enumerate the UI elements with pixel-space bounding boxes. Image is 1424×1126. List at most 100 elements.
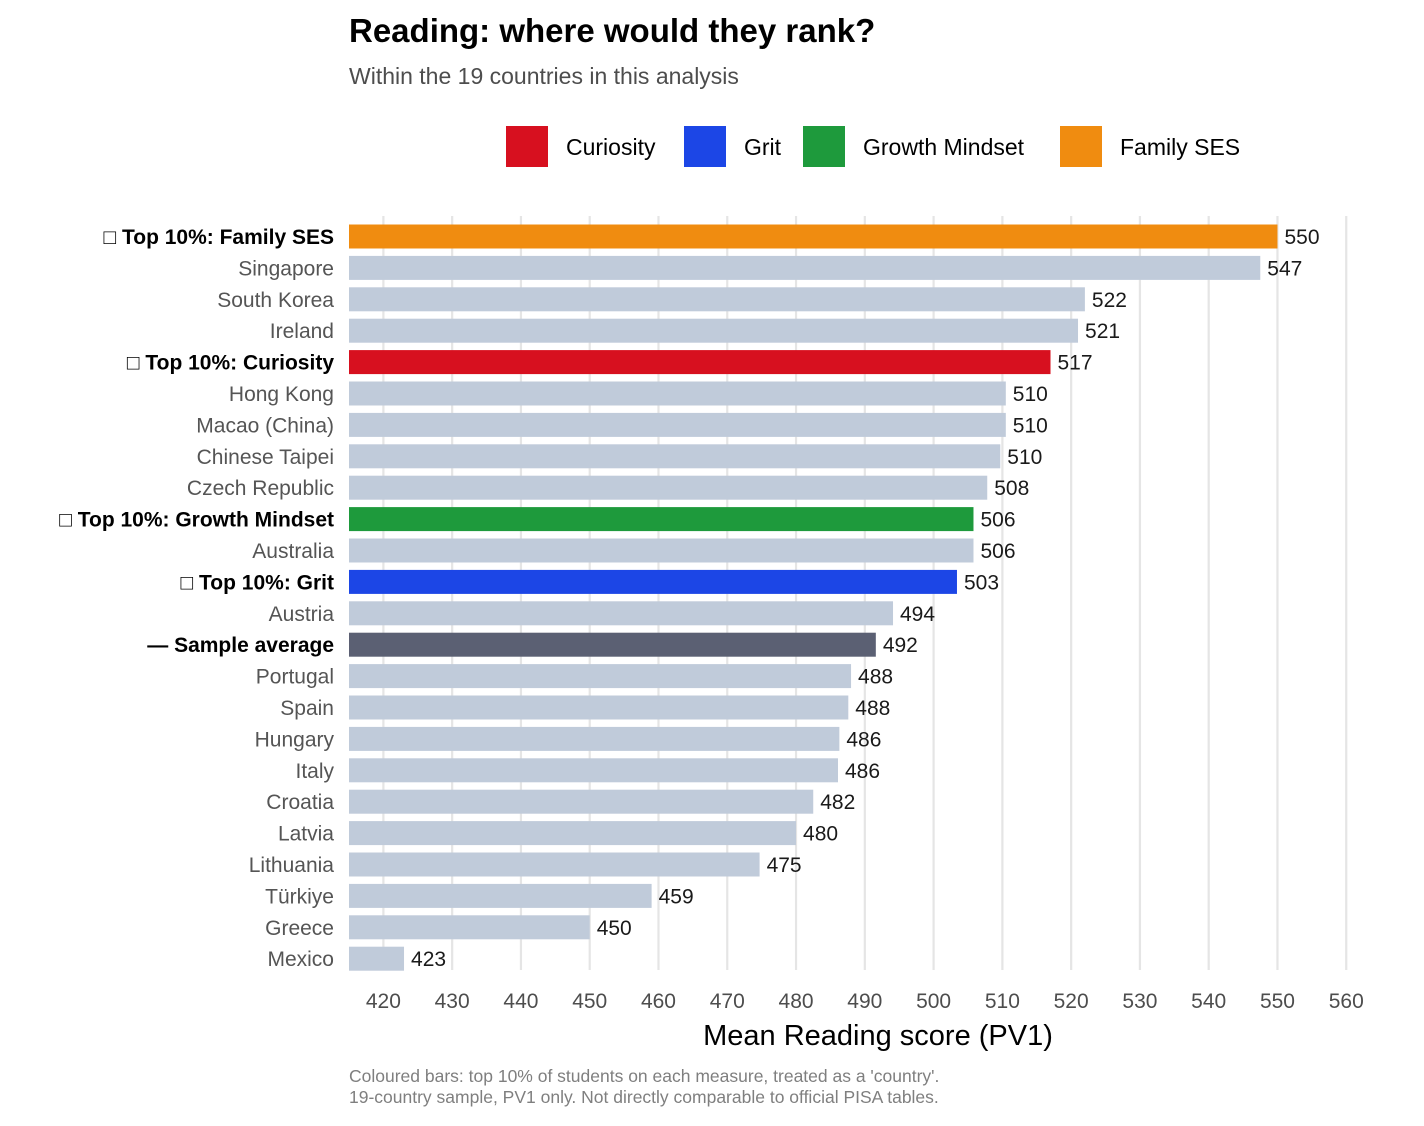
data-label: 492 <box>883 634 918 657</box>
data-label: 450 <box>597 917 632 940</box>
x-axis-ticks: 420 430 440 450 460 470 480 490 500 510 520 530 540 5… <box>366 990 1364 1013</box>
x-tick-label: 560 <box>1329 990 1364 1013</box>
legend-swatch-grit <box>684 126 726 167</box>
category-label: Türkiye <box>265 885 334 908</box>
x-tick-label: 540 <box>1191 990 1226 1013</box>
legend-label-curiosity: Curiosity <box>566 134 656 160</box>
legend-label-grit: Grit <box>744 134 782 160</box>
bar <box>349 318 1079 343</box>
bar <box>349 821 797 846</box>
bar <box>349 915 590 940</box>
x-tick-label: 460 <box>641 990 676 1013</box>
x-tick-label: 530 <box>1122 990 1157 1013</box>
bar <box>349 507 974 532</box>
legend-swatch-curiosity <box>506 126 548 167</box>
bar <box>349 695 849 720</box>
category-label: Spain <box>280 697 334 720</box>
category-label: □ Top 10%: Grit <box>181 571 334 594</box>
bar <box>349 852 760 877</box>
x-axis-label: Mean Reading score (PV1) <box>703 1020 1053 1052</box>
x-tick-label: 440 <box>503 990 538 1013</box>
data-label: 510 <box>1013 414 1048 437</box>
x-tick-label: 420 <box>366 990 401 1013</box>
bar <box>349 350 1051 375</box>
bar <box>349 601 894 626</box>
legend-label-growth-mindset: Growth Mindset <box>863 134 1025 160</box>
bar <box>349 883 652 908</box>
category-label: Italy <box>295 760 334 783</box>
category-label: Chinese Taipei <box>197 446 334 469</box>
x-tick-label: 480 <box>779 990 814 1013</box>
data-label: 486 <box>846 728 881 751</box>
data-label: 486 <box>845 760 880 783</box>
data-label: 521 <box>1085 320 1120 343</box>
x-tick-label: 520 <box>1054 990 1089 1013</box>
value-labels: 550 547 522 521 517 510 510 510 508 506 506 503 494 4… <box>411 226 1319 971</box>
data-label: 547 <box>1267 257 1302 280</box>
data-label: 459 <box>659 885 694 908</box>
data-label: 488 <box>855 697 890 720</box>
category-label: Portugal <box>256 666 334 689</box>
bar <box>349 946 405 971</box>
bar <box>349 726 840 751</box>
category-label: Latvia <box>278 823 334 846</box>
bar <box>349 381 1006 406</box>
bar <box>349 758 838 783</box>
category-label: Hong Kong <box>229 383 334 406</box>
x-tick-label: 470 <box>710 990 745 1013</box>
data-label: 510 <box>1013 383 1048 406</box>
bar <box>349 475 988 500</box>
bar <box>349 255 1261 280</box>
data-label: 488 <box>858 666 893 689</box>
category-label: Macao (China) <box>196 414 334 437</box>
bar <box>349 538 974 563</box>
legend-swatch-growth-mindset <box>803 126 845 167</box>
category-label: Lithuania <box>249 854 335 877</box>
caption: Coloured bars: top 10% of students on ea… <box>349 1066 939 1108</box>
category-label: Ireland <box>270 320 334 343</box>
legend: Curiosity Grit Growth Mindset Family SES <box>506 126 1240 167</box>
data-label: 482 <box>820 791 855 814</box>
data-label: 480 <box>803 823 838 846</box>
bar <box>349 444 1001 469</box>
legend-label-family-ses: Family SES <box>1120 134 1240 160</box>
chart-title: Reading: where would they rank? <box>349 12 876 49</box>
bar <box>349 224 1278 249</box>
category-label: — Sample average <box>147 634 334 657</box>
caption-line-1: Coloured bars: top 10% of students on ea… <box>349 1066 940 1086</box>
bar <box>349 632 876 657</box>
caption-line-2: 19-country sample, PV1 only. Not directl… <box>349 1087 939 1107</box>
category-label: □ Top 10%: Curiosity <box>127 352 334 375</box>
bar <box>349 664 852 689</box>
category-label: Austria <box>269 603 335 626</box>
x-tick-label: 430 <box>435 990 470 1013</box>
category-labels: □ Top 10%: Family SES Singapore South Kore… <box>59 226 334 971</box>
category-label: Croatia <box>266 791 334 814</box>
category-label: Australia <box>252 540 334 563</box>
category-label: South Korea <box>217 289 334 312</box>
category-label: Mexico <box>267 948 334 971</box>
data-label: 550 <box>1284 226 1319 249</box>
data-label: 423 <box>411 948 446 971</box>
x-tick-label: 450 <box>572 990 607 1013</box>
category-label: □ Top 10%: Family SES <box>103 226 334 249</box>
x-tick-label: 490 <box>847 990 882 1013</box>
data-label: 494 <box>900 603 935 626</box>
x-tick-label: 510 <box>985 990 1020 1013</box>
bar <box>349 287 1085 312</box>
bar <box>349 412 1006 437</box>
data-label: 506 <box>980 509 1015 532</box>
data-label: 517 <box>1058 352 1093 375</box>
data-label: 510 <box>1007 446 1042 469</box>
data-label: 475 <box>767 854 802 877</box>
category-label: □ Top 10%: Growth Mindset <box>59 509 334 532</box>
data-label: 503 <box>964 571 999 594</box>
category-label: Hungary <box>255 728 335 751</box>
data-label: 508 <box>994 477 1029 500</box>
bar <box>349 569 957 594</box>
data-label: 506 <box>980 540 1015 563</box>
bars <box>349 224 1278 971</box>
chart-subtitle: Within the 19 countries in this analysis <box>349 63 739 89</box>
bar <box>349 789 814 814</box>
